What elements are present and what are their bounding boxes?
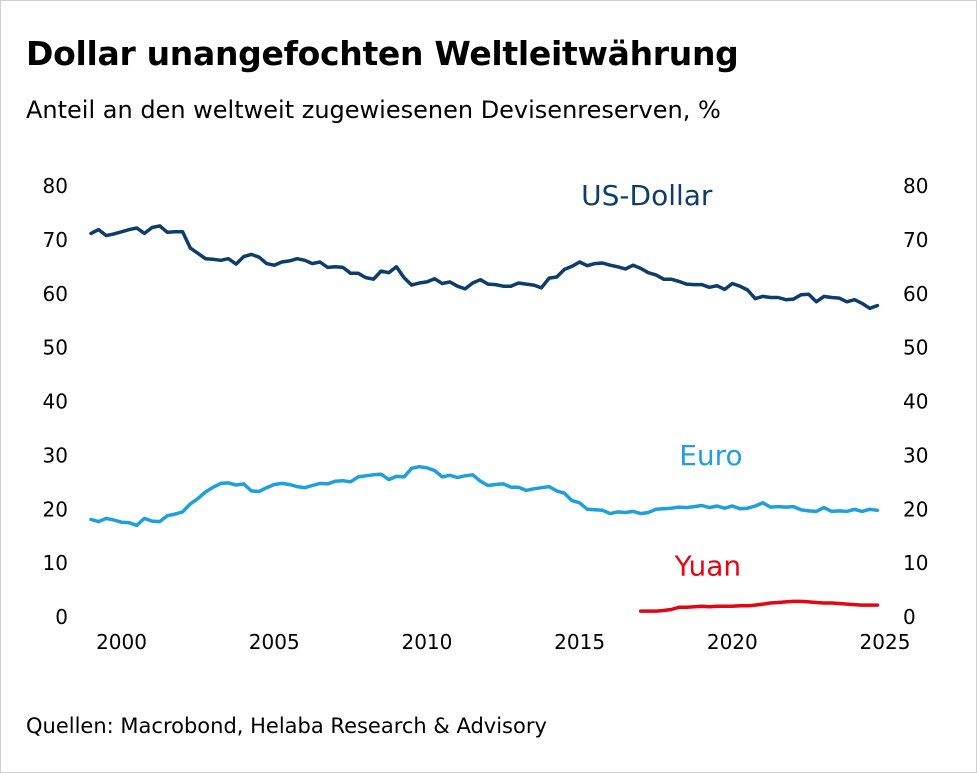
x-tick-label: 2025	[860, 630, 911, 654]
chart-subtitle: Anteil an den weltweit zugewiesenen Devi…	[26, 96, 721, 124]
y-tick-label-left: 40	[43, 390, 68, 414]
y-tick-label-right: 0	[903, 605, 916, 629]
x-tick-label: 2020	[707, 630, 758, 654]
y-tick-label-left: 30	[43, 443, 68, 467]
y-tick-label-right: 60	[903, 282, 928, 306]
x-axis: 2000 2005 2010 2015 2020 2025	[96, 630, 910, 654]
series-line-yuan	[638, 599, 880, 613]
y-tick-label-right: 70	[903, 228, 928, 252]
y-tick-label-right: 50	[903, 336, 928, 360]
y-tick-label-left: 60	[43, 282, 68, 306]
series-label-euro: Euro	[679, 439, 742, 472]
y-tick-label-right: 30	[903, 443, 928, 467]
y-tick-label-right: 80	[903, 174, 928, 198]
y-tick-label-right: 20	[903, 497, 928, 521]
y-tick-label-right: 40	[903, 390, 928, 414]
series-label-us-dollar: US-Dollar	[581, 179, 713, 212]
chart-title: Dollar unangefochten Weltleitwährung	[26, 34, 739, 73]
y-tick-label-left: 70	[43, 228, 68, 252]
y-tick-label-left: 50	[43, 336, 68, 360]
y-tick-label-left: 20	[43, 497, 68, 521]
series-label-yuan: Yuan	[674, 550, 742, 583]
x-tick-label: 2010	[401, 630, 452, 654]
y-tick-label-left: 0	[55, 605, 68, 629]
series-line-us-dollar	[89, 224, 880, 311]
y-axis-left: 0 10 20 30 40 50 60 70 80	[43, 174, 68, 629]
series-label-layer: US-Dollar Euro Yuan	[581, 179, 743, 583]
x-tick-label: 2000	[96, 630, 147, 654]
x-tick-label: 2005	[249, 630, 300, 654]
series-line-euro	[89, 464, 880, 528]
source-note: Quellen: Macrobond, Helaba Research & Ad…	[26, 714, 547, 738]
y-axis-right: 0 10 20 30 40 50 60 70 80	[903, 174, 928, 629]
y-tick-label-left: 10	[43, 551, 68, 575]
y-tick-label-right: 10	[903, 551, 928, 575]
x-tick-label: 2015	[554, 630, 605, 654]
series-layer	[89, 224, 880, 613]
y-tick-label-left: 80	[43, 174, 68, 198]
